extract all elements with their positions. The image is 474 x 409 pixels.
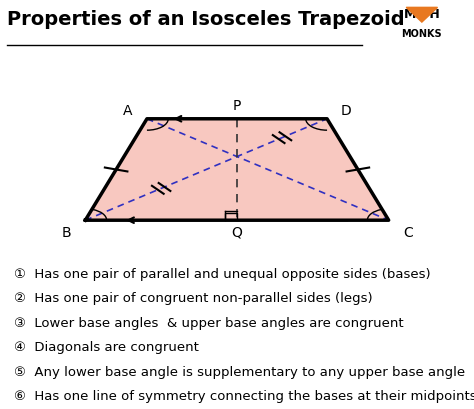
Text: ②  Has one pair of congruent non-parallel sides (legs): ② Has one pair of congruent non-parallel… — [14, 292, 373, 305]
Text: ⑥  Has one line of symmetry connecting the bases at their midpoints: ⑥ Has one line of symmetry connecting th… — [14, 390, 474, 403]
Text: ①  Has one pair of parallel and unequal opposite sides (bases): ① Has one pair of parallel and unequal o… — [14, 267, 431, 281]
Text: D: D — [341, 104, 351, 118]
Text: ④  Diagonals are congruent: ④ Diagonals are congruent — [14, 341, 199, 354]
Text: Q: Q — [232, 226, 242, 240]
Polygon shape — [406, 7, 438, 22]
Text: P: P — [233, 99, 241, 113]
Polygon shape — [85, 119, 389, 220]
Text: Properties of an Isosceles Trapezoid: Properties of an Isosceles Trapezoid — [8, 10, 405, 29]
Text: ⑤  Any lower base angle is supplementary to any upper base angle: ⑤ Any lower base angle is supplementary … — [14, 366, 465, 379]
Text: C: C — [403, 226, 412, 240]
Text: ③  Lower base angles  & upper base angles are congruent: ③ Lower base angles & upper base angles … — [14, 317, 404, 330]
Text: MONKS: MONKS — [401, 29, 442, 39]
Text: B: B — [62, 226, 71, 240]
Text: A: A — [123, 104, 133, 118]
Text: M TH: M TH — [404, 8, 440, 21]
